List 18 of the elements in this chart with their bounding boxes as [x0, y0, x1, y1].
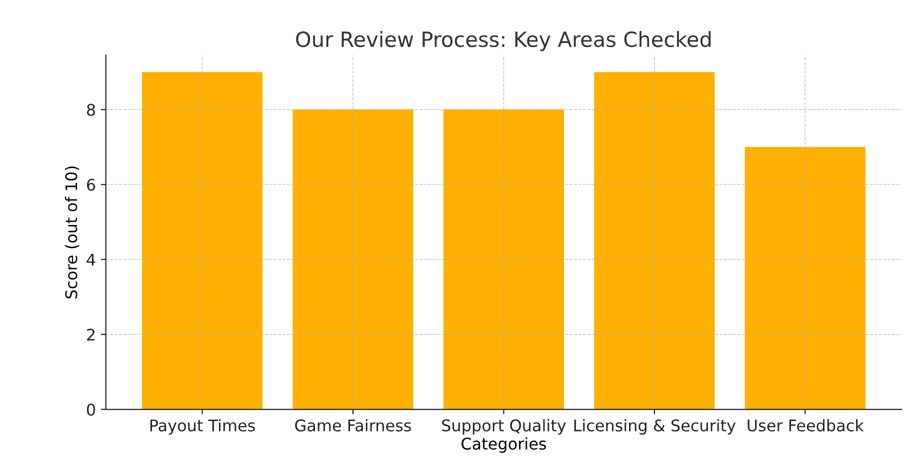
x-tick-label: User Feedback [748, 419, 864, 432]
bar [142, 72, 263, 410]
y-tick-label: 4 [86, 254, 96, 266]
bar [443, 110, 564, 410]
bar [744, 147, 866, 410]
y-tick-label: 8 [87, 104, 95, 116]
x-axis-title: Categories [462, 437, 546, 453]
y-axis-title: Score (out of 10) [64, 166, 80, 298]
y-tick-label: 6 [87, 178, 96, 191]
y-tick-label: 2 [87, 328, 94, 341]
bar [594, 72, 715, 410]
bar [292, 110, 414, 410]
x-tick-label: Support Quality [442, 419, 566, 435]
x-tick-label: Game Fairness [295, 419, 411, 432]
chart-title: Our Review Process: Key Areas Checked [296, 31, 711, 52]
x-tick-label: Payout Times [150, 419, 255, 435]
y-tick-label: 0 [86, 404, 96, 416]
x-tick-label: Licensing & Security [574, 419, 736, 435]
